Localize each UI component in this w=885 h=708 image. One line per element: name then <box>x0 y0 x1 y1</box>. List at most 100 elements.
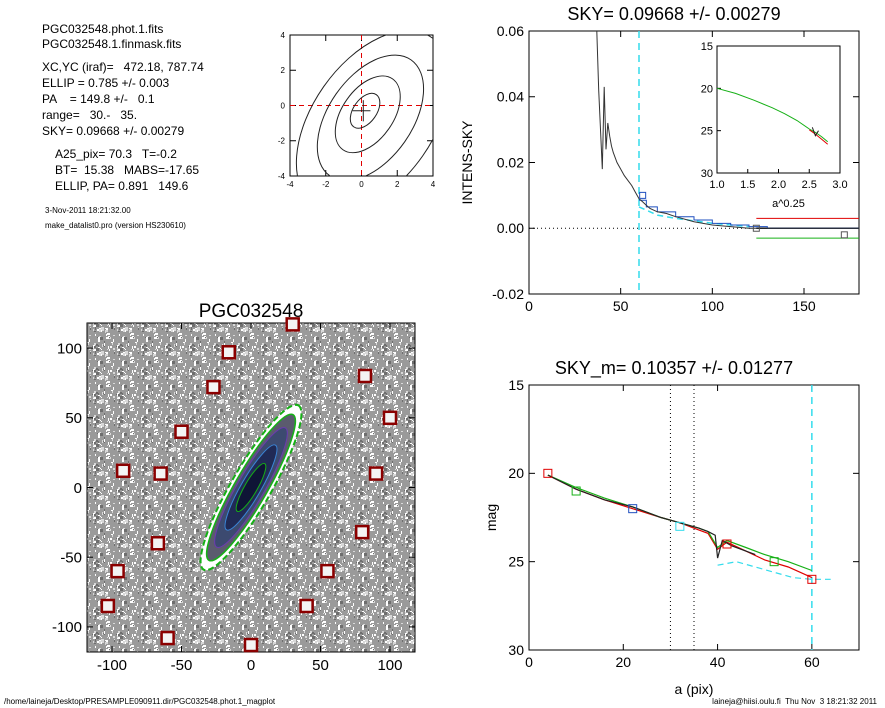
mag-marker <box>675 521 685 531</box>
galaxy-mid-isophote <box>214 427 288 548</box>
contour-level <box>334 75 401 154</box>
y-tick-label: 25 <box>508 554 524 570</box>
sky-plot-ylabel: INTENS-SKY <box>459 120 475 205</box>
x-tick-label: -2 <box>322 180 330 189</box>
y-tick-label: 4 <box>281 31 286 40</box>
galaxy-outer-halo <box>199 403 303 572</box>
param-center: XC,YC (iraf)= 472.18, 787.74 <box>42 60 204 74</box>
footer-path: /home/laineja/Desktop/PRESAMPLE090911.di… <box>4 697 276 706</box>
inset-y-tick-label: 25 <box>701 126 713 138</box>
inset-y-tick-label: 30 <box>701 168 713 180</box>
mask-box <box>357 368 373 384</box>
mag-profile-green <box>547 474 813 572</box>
inset-x-tick-label: 2.0 <box>771 179 786 191</box>
mag-plot-ylabel: mag <box>483 504 499 531</box>
contour-level <box>316 54 425 176</box>
galaxy-inner-isophote <box>224 444 278 531</box>
y-tick-label: 15 <box>508 377 524 393</box>
mag-marker <box>628 504 638 514</box>
derived-ellip-pa: ELLIP, PA= 0.891 149.6 <box>55 179 189 193</box>
y-tick-label: 20 <box>508 465 524 481</box>
axes-frame <box>528 384 860 651</box>
y-tick-label: 30 <box>508 642 524 658</box>
y-tick-label: -4 <box>278 172 286 181</box>
param-range: range= 30.- 35. <box>42 108 138 122</box>
x-tick-label: 40 <box>710 654 726 670</box>
sky-marker <box>639 191 647 199</box>
inset-green-profile <box>716 87 829 143</box>
mask-box <box>368 466 384 481</box>
mag-profile-black <box>547 474 756 559</box>
mask-box <box>206 379 221 395</box>
x-tick-label: 0 <box>525 654 533 670</box>
galaxy-core-isophote <box>235 462 267 513</box>
mag-profile-cyan <box>717 561 831 580</box>
mask-box <box>100 598 116 614</box>
mask-box <box>320 563 335 579</box>
y-tick-label: -50 <box>60 549 82 566</box>
mask-box <box>354 524 370 540</box>
inset-y-tick-label: 20 <box>701 83 713 95</box>
derived-a25: A25_pix= 70.3 T=-0.2 <box>55 147 177 161</box>
inset-xlabel: a^0.25 <box>772 198 805 210</box>
inset-black-profile <box>811 127 819 137</box>
date-stamp: 3-Nov-2011 18:21:32.00 <box>45 206 131 215</box>
x-tick-label: 0 <box>247 657 255 674</box>
x-tick-label: 0 <box>525 298 533 314</box>
sky-intensity-line <box>596 30 859 229</box>
image-background <box>87 323 415 652</box>
mag-plot-title: SKY_m= 0.10357 +/- 0.01277 <box>555 358 793 379</box>
inset-x-tick-label: 3.0 <box>832 179 847 191</box>
derived-bt: BT= 15.38 MABS=-17.65 <box>55 163 200 177</box>
contour-level <box>349 92 381 129</box>
axes-frame <box>528 30 860 295</box>
mask-box <box>115 463 131 479</box>
mask-box <box>243 637 259 653</box>
x-tick-label: 150 <box>792 298 816 314</box>
y-tick-label: 0 <box>74 480 82 497</box>
inset-red-profile <box>809 129 829 145</box>
x-tick-label: 0 <box>359 180 364 189</box>
mag-marker <box>722 539 732 549</box>
mask-box <box>150 536 166 551</box>
inset-frame <box>716 45 841 174</box>
contour-lines <box>295 35 433 176</box>
inset-y-tick-label: 15 <box>701 41 713 53</box>
mask-box <box>110 563 125 579</box>
galaxy-outer-isophote <box>205 413 297 562</box>
sky-cyan-profile <box>638 206 750 228</box>
footer-user-stamp: laineja@hiisi.oulu.fi Thu Nov 3 18:21:32… <box>712 697 877 706</box>
image-plot-title: PGC032548 <box>199 301 304 322</box>
sky-plot-title: SKY= 0.09668 +/- 0.00279 <box>567 4 780 24</box>
x-tick-label: 50 <box>312 657 329 674</box>
y-tick-label: 0.06 <box>497 23 524 39</box>
program-version: make_datalist0.pro (version HS230610) <box>45 221 186 230</box>
contour-level <box>295 35 433 176</box>
y-tick-label: -2 <box>278 137 286 146</box>
param-ellip: ELLIP = 0.785 +/- 0.003 <box>42 76 170 90</box>
x-tick-label: 4 <box>431 180 436 189</box>
y-tick-label: -0.02 <box>492 286 524 302</box>
mask-box <box>382 410 398 426</box>
x-tick-label: 100 <box>701 298 725 314</box>
mask-box <box>285 317 300 332</box>
param-sky: SKY= 0.09668 +/- 0.00279 <box>42 124 185 138</box>
x-tick-label: 20 <box>615 654 631 670</box>
mask-box <box>174 424 189 439</box>
axes-frame <box>289 34 434 177</box>
x-tick-label: 60 <box>804 654 820 670</box>
mask-box <box>221 345 237 360</box>
mask-box <box>153 466 168 481</box>
mag-plot-xlabel: a (pix) <box>675 681 714 697</box>
mag-marker <box>571 486 581 496</box>
mag-profile-red <box>547 474 813 579</box>
inset-x-tick-label: 1.5 <box>740 179 755 191</box>
x-tick-label: 2 <box>395 180 400 189</box>
axes-frame <box>86 322 416 653</box>
x-tick-label: -4 <box>286 180 294 189</box>
sky-marker <box>752 224 760 232</box>
y-tick-label: -100 <box>52 619 82 636</box>
